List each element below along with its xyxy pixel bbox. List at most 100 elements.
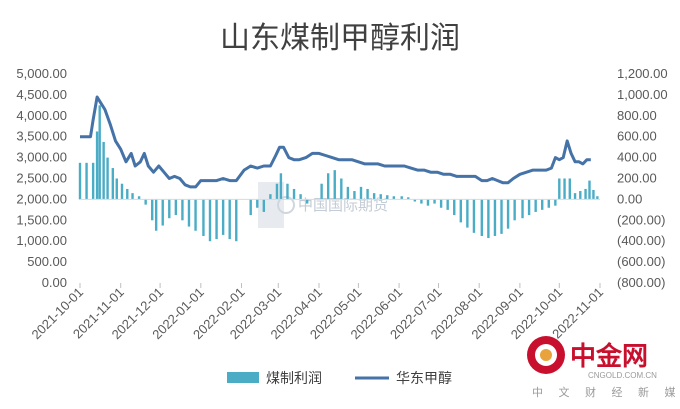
- right-tick-label: 1,000.00: [617, 87, 668, 102]
- profit-bar: [500, 199, 503, 234]
- chart-title: 山东煤制甲醇利润: [220, 21, 460, 56]
- right-tick-label: (800.00): [617, 275, 665, 290]
- profit-bar: [558, 178, 561, 200]
- profit-bar: [333, 170, 336, 200]
- profit-bar: [181, 199, 184, 221]
- profit-bar: [221, 199, 225, 235]
- left-tick-label: 2,000.00: [16, 191, 67, 206]
- left-tick-label: 3,000.00: [16, 150, 67, 165]
- profit-bar: [366, 188, 369, 200]
- profit-bar: [111, 168, 115, 200]
- profit-bar: [359, 186, 363, 200]
- profit-bar: [459, 199, 463, 223]
- right-tick-label: 1,200.00: [617, 66, 668, 81]
- profit-bar: [453, 199, 456, 216]
- profit-bar: [154, 199, 158, 231]
- right-tick-label: 0.00: [617, 191, 642, 206]
- right-tick-label: (600.00): [617, 254, 665, 269]
- profit-bar: [215, 199, 218, 240]
- profit-bar: [228, 199, 231, 240]
- profit-bar: [573, 193, 577, 200]
- profit-bar: [275, 183, 279, 200]
- profit-bar: [95, 131, 99, 200]
- left-tick-label: 4,000.00: [16, 108, 67, 123]
- profit-bar: [466, 199, 469, 228]
- right-tick-label: (400.00): [617, 233, 665, 248]
- watermark-logo-icon: [277, 196, 295, 214]
- methanol-price-line: [80, 95, 591, 189]
- methanol-line: [80, 95, 591, 189]
- profit-bar: [249, 199, 252, 216]
- profit-bar: [346, 186, 350, 200]
- profit-bar: [144, 199, 147, 205]
- profit-bar: [91, 162, 95, 200]
- right-tick-label: 200.00: [617, 171, 657, 186]
- left-tick-label: 4,500.00: [16, 87, 67, 102]
- left-tick-label: 500.00: [27, 254, 67, 269]
- profit-bar: [392, 196, 396, 200]
- profit-bar: [379, 194, 382, 200]
- right-tick-label: 400.00: [617, 150, 657, 165]
- profit-bar: [340, 178, 343, 200]
- profit-bar: [202, 199, 205, 236]
- left-tick-label: 1,500.00: [16, 212, 67, 227]
- profit-bar: [480, 199, 484, 236]
- profit-bar: [541, 199, 544, 210]
- profit-bar: [168, 199, 171, 219]
- profit-bar: [305, 199, 309, 204]
- profit-bar: [413, 199, 417, 202]
- profit-bar: [120, 183, 124, 200]
- profit-bar: [85, 162, 88, 200]
- profit-bars: [78, 105, 599, 242]
- profit-bar: [353, 191, 356, 200]
- profit-bar: [446, 199, 449, 210]
- watermark: 中国国际期货: [258, 182, 388, 228]
- profit-bar: [187, 199, 191, 227]
- profit-bar: [78, 162, 82, 200]
- logo-coin-center: [540, 349, 552, 361]
- left-tick-label: 2,500.00: [16, 171, 67, 186]
- right-tick-label: (200.00): [617, 212, 665, 227]
- profit-bar: [592, 189, 595, 200]
- profit-bar: [439, 199, 443, 208]
- profit-bar: [579, 191, 582, 200]
- profit-bar: [235, 199, 238, 242]
- right-tick-label: 800.00: [617, 108, 657, 123]
- left-axis: 5,000.00 4,500.00 4,000.00 3,500.00 3,000.00…: [16, 66, 67, 290]
- legend-label-line: 华东甲醇: [396, 370, 452, 387]
- profit-bar: [137, 196, 141, 200]
- profit-bar: [262, 199, 266, 212]
- profit-bar: [299, 194, 302, 200]
- profit-bar: [487, 199, 490, 239]
- profit-bar: [596, 196, 599, 200]
- profit-bar: [547, 199, 550, 208]
- profit-bar: [506, 199, 510, 229]
- profit-bar: [527, 199, 531, 216]
- profit-bar: [568, 178, 571, 200]
- profit-bar: [131, 193, 134, 200]
- profit-bar: [534, 199, 537, 212]
- profit-bar: [326, 173, 330, 200]
- profit-bar: [102, 141, 105, 200]
- profit-bar: [386, 195, 389, 200]
- profit-bar: [286, 183, 289, 200]
- left-tick-label: 5,000.00: [16, 66, 67, 81]
- profit-bar: [472, 199, 476, 233]
- profit-bar: [320, 183, 323, 200]
- logo-domain: CNGOLD.COM.CN: [588, 371, 657, 380]
- profit-bar: [115, 178, 118, 200]
- left-tick-label: 0.00: [42, 275, 67, 290]
- profit-bar: [292, 188, 296, 200]
- profit-bar: [151, 199, 154, 221]
- profit-bar: [588, 180, 591, 200]
- profit-bar: [563, 178, 566, 200]
- right-axis: 1,200.00 1,000.00 800.00 600.00 400.00 200.00…: [617, 66, 668, 290]
- profit-bar: [554, 199, 557, 206]
- watermark-text: 中国国际期货: [298, 196, 388, 214]
- profit-bar: [433, 199, 436, 204]
- profit-bar: [521, 199, 524, 219]
- profit-bar: [256, 199, 259, 208]
- left-tick-label: 1,000.00: [16, 233, 67, 248]
- profit-bar: [269, 194, 272, 200]
